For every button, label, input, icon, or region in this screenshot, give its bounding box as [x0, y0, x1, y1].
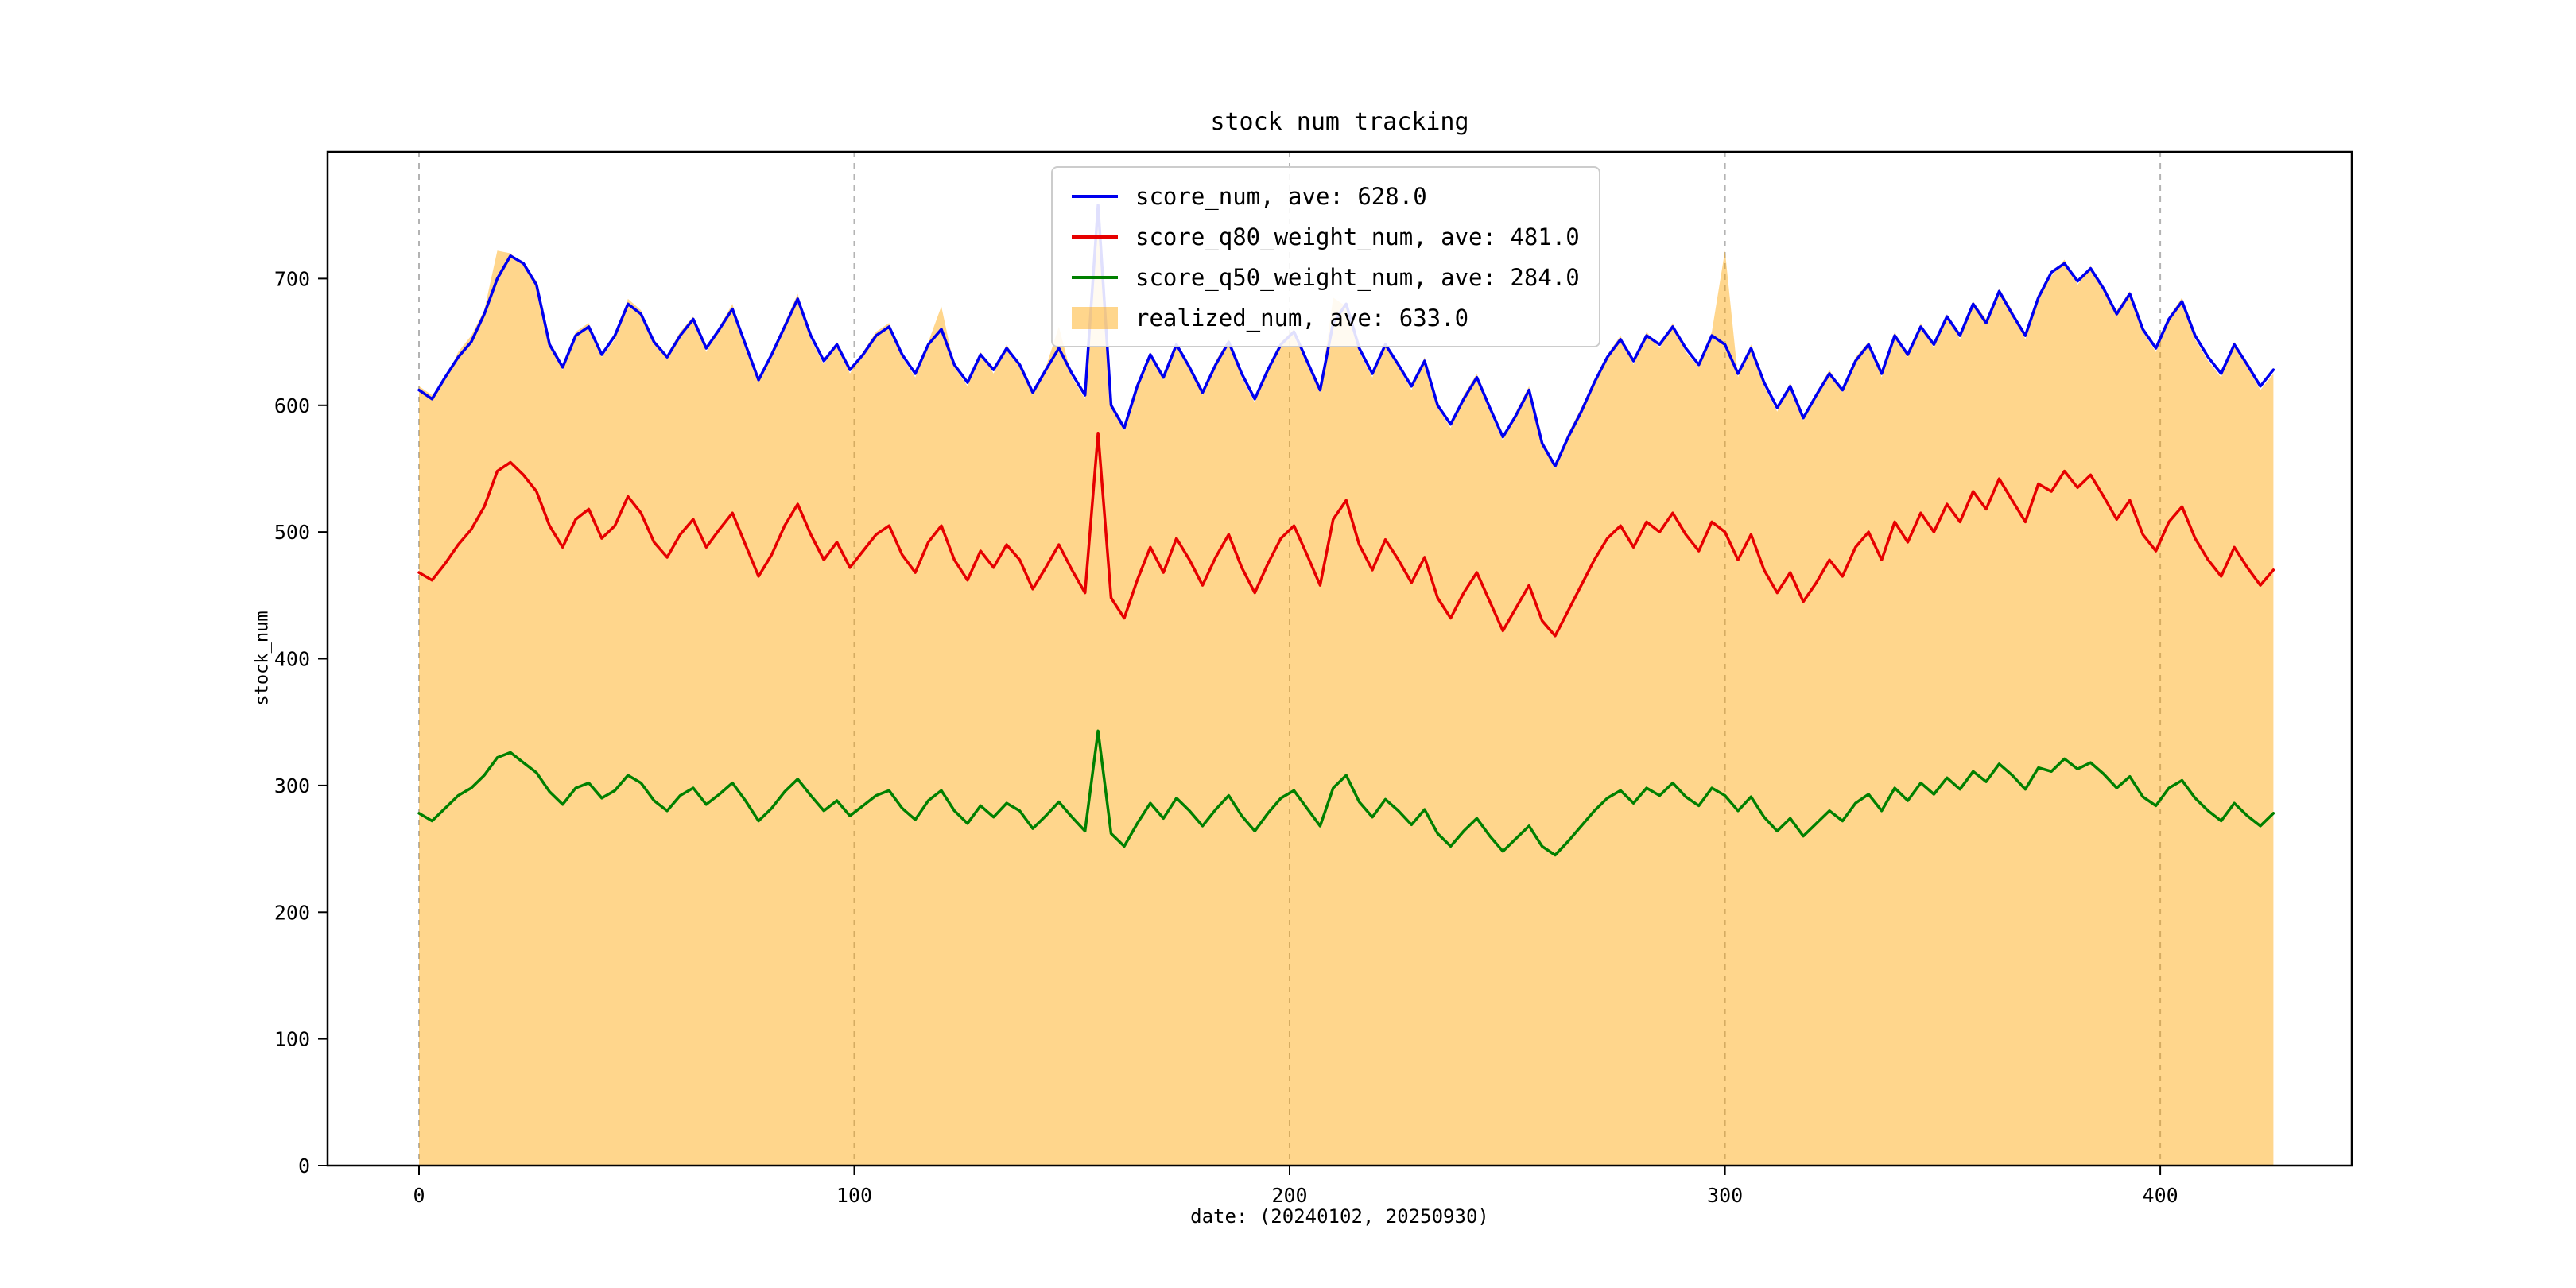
plot-area: 0 100 200 300 400 0 100 200 300 400 500 600 700 scor… [274, 150, 2353, 1207]
svg-text:300: 300 [274, 774, 310, 797]
legend-label-realized-num: realized_num, ave: 633.0 [1135, 304, 1469, 332]
svg-text:600: 600 [274, 394, 310, 417]
legend-line-swatch-red [1072, 235, 1118, 239]
legend-label-score-q80-weight-num: score_q80_weight_num, ave: 481.0 [1135, 223, 1580, 250]
legend: score_num, ave: 628.0 score_q80_weight_n… [1051, 166, 1600, 347]
svg-text:100: 100 [274, 1028, 310, 1051]
legend-item-realized-num: realized_num, ave: 633.0 [1072, 297, 1580, 338]
x-axis-label: date: (20240102, 20250930) [1190, 1205, 1489, 1228]
legend-line-swatch-green [1072, 275, 1118, 279]
legend-label-score-q50-weight-num: score_q50_weight_num, ave: 284.0 [1135, 263, 1580, 291]
svg-text:400: 400 [274, 648, 310, 671]
svg-text:300: 300 [1707, 1184, 1743, 1207]
svg-text:200: 200 [274, 901, 310, 924]
svg-text:500: 500 [274, 521, 310, 544]
legend-item-score-q80-weight-num: score_q80_weight_num, ave: 481.0 [1072, 216, 1580, 257]
legend-patch-swatch-orange [1072, 306, 1118, 329]
legend-item-score-q50-weight-num: score_q50_weight_num, ave: 284.0 [1072, 257, 1580, 297]
legend-line-swatch-blue [1072, 194, 1118, 198]
plot-canvas: 0 100 200 300 400 0 100 200 300 400 500 600 700 [274, 150, 2353, 1207]
svg-text:0: 0 [413, 1184, 425, 1207]
svg-text:400: 400 [2143, 1184, 2178, 1207]
legend-item-score-num: score_num, ave: 628.0 [1072, 176, 1580, 216]
y-axis-label: stock_num [252, 611, 273, 706]
svg-text:0: 0 [298, 1154, 310, 1177]
chart-title: stock num tracking [1210, 108, 1469, 136]
legend-label-score-num: score_num, ave: 628.0 [1135, 182, 1427, 210]
svg-text:200: 200 [1271, 1184, 1307, 1207]
svg-text:700: 700 [274, 267, 310, 290]
svg-text:100: 100 [836, 1184, 872, 1207]
